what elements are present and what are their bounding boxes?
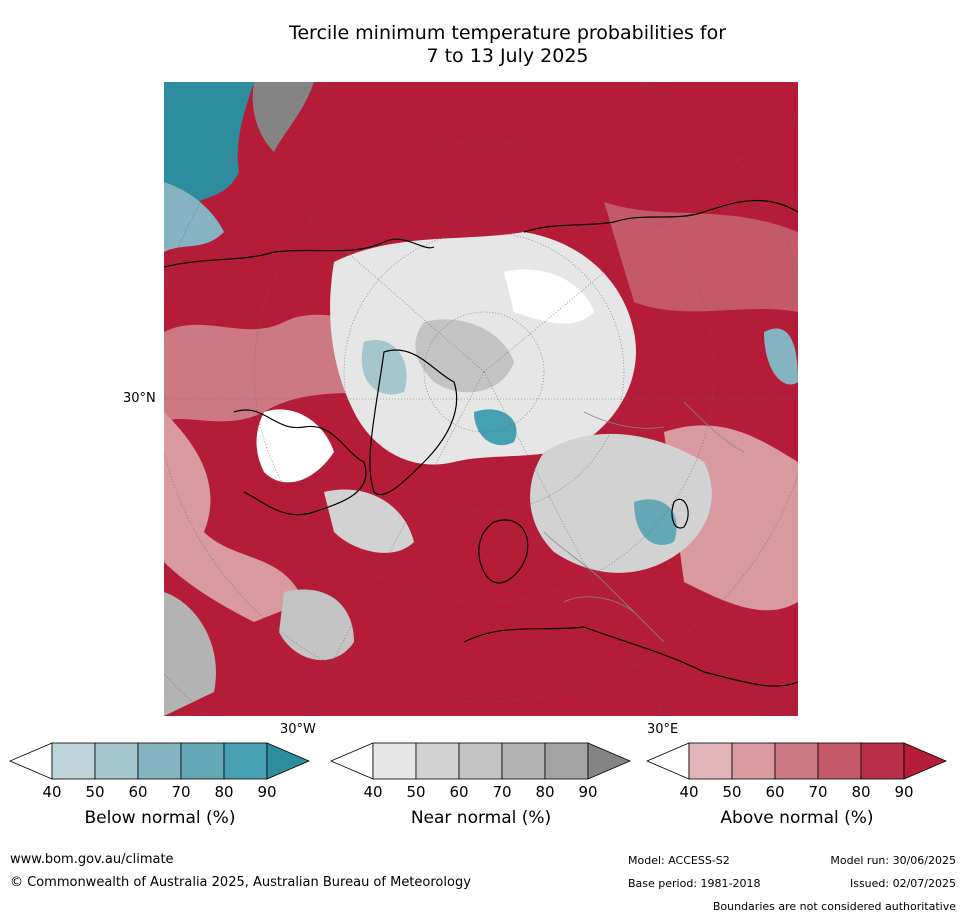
white-patch-siberia: [504, 269, 594, 324]
colorbar-segment: [544, 742, 589, 780]
colorbar-tick-label: 40: [679, 783, 699, 801]
colorbar-segment: [860, 742, 905, 780]
latitude-label-30n: 30°N: [123, 391, 156, 406]
colorbar-above-normal-graphic: [645, 742, 948, 780]
colorbar-tick-label: 50: [722, 783, 742, 801]
below-normal-80-svalbard: [474, 409, 517, 446]
colorbar-tick-label: 60: [765, 783, 785, 801]
white-patch-canada: [256, 409, 334, 483]
issued-text: Issued: 02/07/2025: [849, 877, 956, 890]
colorbar-segment: [372, 742, 417, 780]
colorbar-tick-label: 70: [808, 783, 828, 801]
colorbar-high-extend: [903, 742, 948, 780]
coastlines: [164, 199, 798, 687]
below-normal-50-canada: [361, 340, 407, 395]
colorbar-tick-label: 70: [492, 783, 512, 801]
colorbar-above-normal-label: Above normal (%): [720, 808, 874, 828]
title-line-1: Tercile minimum temperature probabilitie…: [288, 22, 727, 44]
colorbar-tick-label: 50: [85, 783, 105, 801]
website-link[interactable]: www.bom.gov.au/climate: [10, 852, 174, 867]
above-normal-70-region: [604, 202, 798, 312]
colorbar-near-normal-label: Near normal (%): [410, 808, 552, 828]
below-normal-east-asia: [764, 328, 798, 385]
colorbar-tick-label: 40: [363, 783, 383, 801]
disclaimer-text: Boundaries are not considered authoritat…: [712, 900, 956, 913]
colorbar-tick-label: 40: [42, 783, 62, 801]
colorbar-tick-label: 80: [214, 783, 234, 801]
colorbar-segment: [180, 742, 225, 780]
map-canvas: [164, 82, 798, 716]
colorbar-tick-label: 70: [171, 783, 191, 801]
colorbar-tick-label: 90: [894, 783, 914, 801]
base-period-text: Base period: 1981-2018: [628, 877, 761, 890]
colorbar-segment: [223, 742, 268, 780]
colorbar-segment: [501, 742, 546, 780]
near-normal-north-pacific: [279, 589, 354, 661]
below-normal-caspian: [634, 499, 677, 546]
colorbar-low-extend: [8, 742, 53, 780]
country-borders: [543, 401, 745, 643]
colorbar-segment: [774, 742, 819, 780]
colorbar-tick-label: 60: [128, 783, 148, 801]
colorbar-tick-label: 50: [406, 783, 426, 801]
colorbar-segment: [458, 742, 503, 780]
colorbar-near-normal-graphic: [329, 742, 632, 780]
colorbar-high-extend: [587, 742, 632, 780]
below-normal-70-region: [164, 182, 224, 252]
longitude-label-30e: 30°E: [647, 722, 679, 737]
copyright-text: © Commonwealth of Australia 2025, Austra…: [10, 875, 471, 890]
colorbar-below-normal-label: Below normal (%): [84, 808, 236, 828]
colorbar-above-normal: [645, 742, 948, 780]
colorbar-segment: [415, 742, 460, 780]
near-normal-70-central: [415, 319, 514, 393]
colorbar-segment: [817, 742, 862, 780]
colorbar-near-normal: [329, 742, 632, 780]
model-text: Model: ACCESS-S2: [628, 854, 730, 867]
map-title: Tercile minimum temperature probabilitie…: [0, 22, 965, 68]
colorbar-high-extend: [266, 742, 311, 780]
colorbar-segment: [731, 742, 776, 780]
colorbar-tick-label: 60: [449, 783, 469, 801]
colorbar-segment: [51, 742, 96, 780]
above-normal-50-region: [164, 412, 304, 622]
colorbar-low-extend: [645, 742, 690, 780]
colorbar-segment: [688, 742, 733, 780]
colorbar-below-normal: [8, 742, 311, 780]
longitude-label-30w: 30°W: [280, 722, 316, 737]
colorbar-tick-label: 90: [257, 783, 277, 801]
colorbar-below-normal-graphic: [8, 742, 311, 780]
graticule: [164, 82, 798, 716]
title-line-2: 7 to 13 July 2025: [426, 45, 589, 67]
model-run-text: Model run: 30/06/2025: [830, 854, 956, 867]
colorbar-segment: [137, 742, 182, 780]
colorbar-tick-label: 90: [578, 783, 598, 801]
colorbar-tick-label: 80: [851, 783, 871, 801]
near-normal-90-region: [252, 82, 314, 152]
colorbar-tick-label: 80: [535, 783, 555, 801]
probability-map: [164, 82, 798, 716]
colorbar-low-extend: [329, 742, 374, 780]
colorbar-segment: [94, 742, 139, 780]
near-normal-pacific: [164, 592, 216, 716]
below-normal-90-region: [164, 82, 254, 222]
near-normal-north-atlantic: [324, 489, 414, 553]
